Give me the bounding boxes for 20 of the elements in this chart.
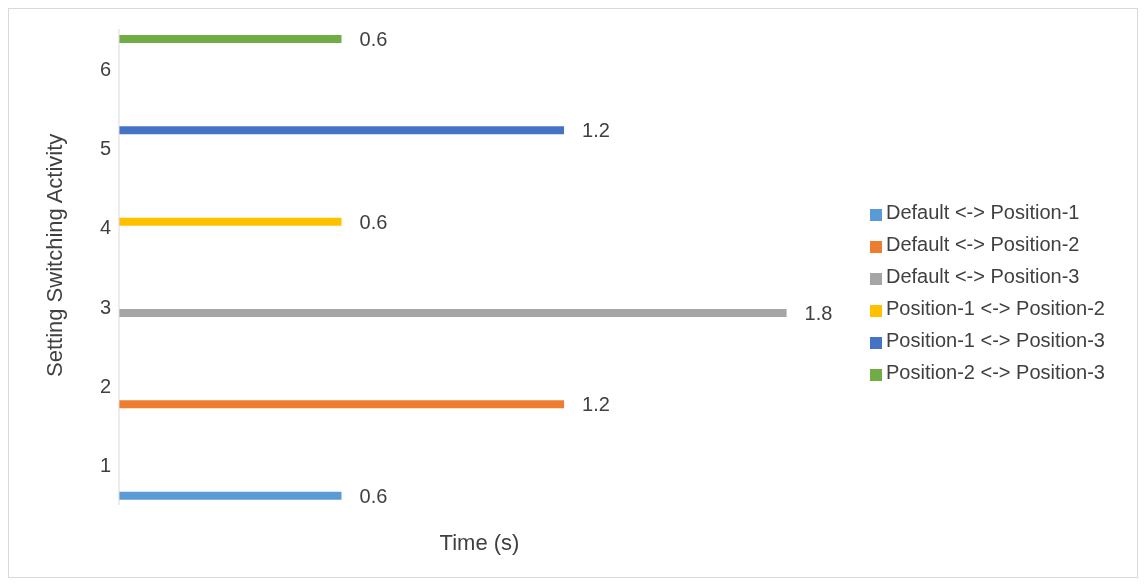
legend-label: Default <-> Position-1 (885, 201, 1080, 223)
data-label: 0.6 (359, 210, 388, 233)
y-tick-label: 4 (99, 216, 111, 239)
y-tick-label: 6 (99, 57, 111, 80)
legend-label: Position-1 <-> Position-2 (885, 297, 1105, 319)
data-label: 1.8 (804, 302, 833, 325)
y-tick-label: 3 (99, 295, 111, 318)
data-label: 0.6 (359, 28, 388, 51)
y-tick-label: 5 (99, 137, 111, 160)
legend-label: Position-1 <-> Position-3 (885, 329, 1105, 351)
x-axis-title: Time (s) (439, 530, 520, 555)
legend-label: Default <-> Position-3 (885, 265, 1080, 287)
y-tick-label: 1 (99, 454, 111, 477)
data-label: 0.6 (359, 484, 388, 507)
legend-label: Default <-> Position-2 (885, 233, 1080, 255)
legend-label: Position-2 <-> Position-3 (885, 361, 1105, 383)
y-axis-title: Setting Switching Activity (41, 133, 67, 377)
data-label: 1.2 (582, 119, 610, 142)
data-label: 1.2 (582, 393, 610, 416)
y-tick-label: 2 (99, 375, 111, 398)
